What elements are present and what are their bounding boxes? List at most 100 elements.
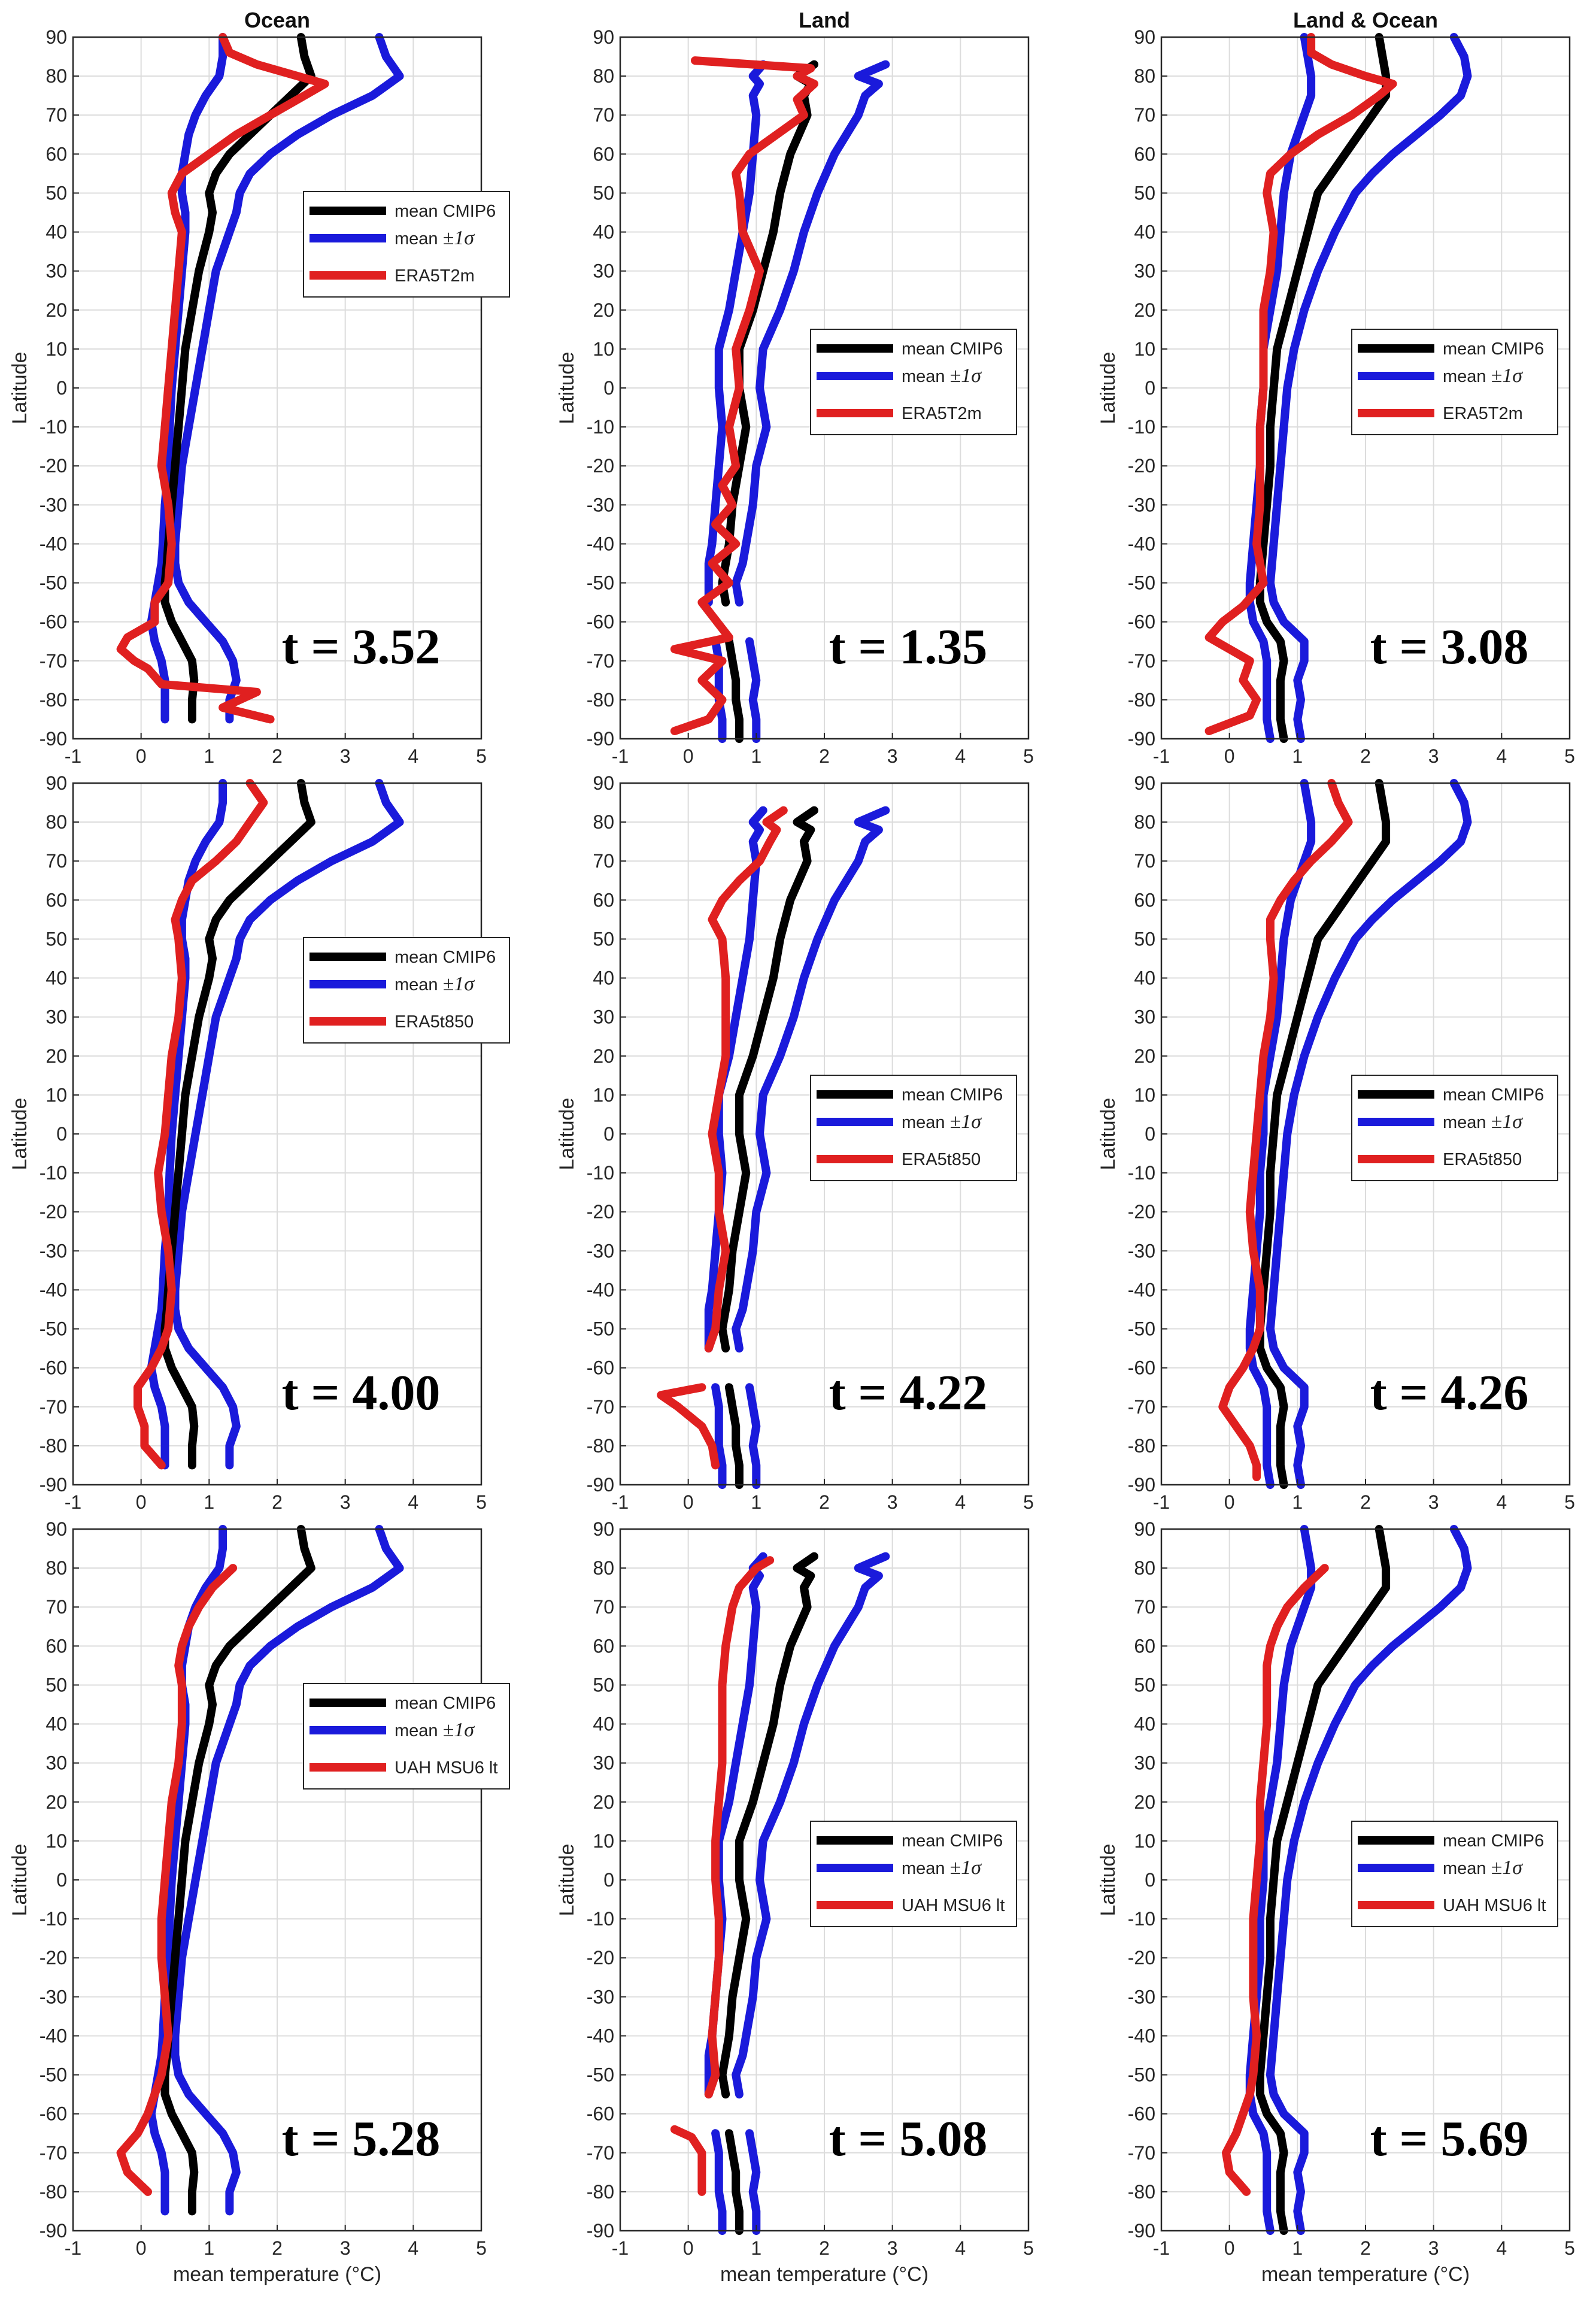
x-tick-label: 0 [683, 1491, 694, 1513]
y-tick-label: -10 [40, 416, 67, 438]
y-tick-label: 50 [1134, 1674, 1155, 1696]
y-tick-label: 80 [45, 65, 67, 87]
y-tick-label: -80 [40, 1435, 67, 1457]
y-tick-label: -10 [587, 1162, 614, 1184]
x-tick-label: 5 [476, 1491, 487, 1513]
y-tick-label: 60 [1134, 1635, 1155, 1657]
x-tick-label: 2 [272, 2237, 283, 2259]
legend-label-obs: ERA5T2m [902, 404, 982, 423]
y-tick-label: 40 [593, 222, 614, 243]
y-tick-label: 30 [593, 1752, 614, 1774]
legend-label-sigma: mean ±1σ [395, 973, 475, 995]
y-tick-label: -50 [587, 572, 614, 594]
y-tick-label: -90 [587, 2220, 614, 2242]
x-tick-label: 1 [204, 745, 214, 767]
t-statistic-label: t = 3.52 [282, 619, 441, 675]
x-tick-label: 3 [887, 1491, 898, 1513]
x-tick-label: 1 [751, 1491, 761, 1513]
legend-sigma-symbol: ±1σ [950, 1857, 982, 1879]
y-tick-label: 50 [593, 1674, 614, 1696]
y-tick-label: 70 [1134, 104, 1155, 126]
legend-sigma-symbol: ±1σ [443, 1719, 475, 1741]
y-tick-label: -40 [587, 533, 614, 554]
legend-label-sigma: mean ±1σ [902, 1111, 982, 1133]
legend-label-mean: mean CMIP6 [395, 1694, 496, 1713]
series-group [116, 1525, 404, 2216]
y-tick-label: -80 [587, 689, 614, 711]
legend-label-mean: mean CMIP6 [902, 339, 1003, 359]
series-mean-cmip6 [1255, 33, 1391, 743]
y-tick-label: 20 [45, 299, 67, 321]
y-tick-label: 20 [593, 1045, 614, 1067]
legend-sigma-prefix: mean [902, 367, 950, 386]
y-tick-label: -50 [1128, 572, 1155, 594]
y-axis-label: Latitude [8, 352, 31, 424]
x-tick-label: 3 [340, 745, 351, 767]
t-statistic-label: t = 4.22 [829, 1365, 988, 1421]
y-tick-label: -20 [40, 455, 67, 477]
series-observation [116, 1564, 238, 2196]
y-axis-label: Latitude [556, 352, 578, 424]
column-title: Land & Ocean [1293, 8, 1438, 32]
series-plus-1sigma [1266, 33, 1472, 743]
y-tick-label: 10 [593, 1084, 614, 1106]
series-plus-1sigma [1266, 779, 1472, 1489]
series-mean-cmip6 [160, 779, 315, 1470]
y-tick-label: -50 [1128, 2064, 1155, 2086]
y-tick-label: 90 [45, 772, 67, 794]
x-tick-label: 0 [1224, 2237, 1235, 2259]
y-tick-label: 50 [1134, 182, 1155, 204]
y-tick-label: 10 [593, 1830, 614, 1852]
y-tick-label: -60 [1128, 2103, 1155, 2125]
y-tick-label: 60 [1134, 143, 1155, 165]
series-plus-1sigma [732, 806, 890, 1489]
x-tick-label: 5 [476, 745, 487, 767]
y-tick-label: -40 [40, 533, 67, 554]
y-tick-label: 10 [45, 1084, 67, 1106]
t-statistic-label: t = 3.08 [1370, 619, 1529, 675]
y-tick-label: -90 [1128, 2220, 1155, 2242]
y-tick-label: -30 [40, 494, 67, 515]
y-tick-label: -40 [40, 1279, 67, 1300]
y-tick-label: 0 [56, 377, 67, 399]
series-plus-1sigma [171, 1525, 404, 2216]
legend: mean CMIP6 mean ±1σ ERA5t850 [1351, 1075, 1558, 1181]
legend-label-sigma: mean ±1σ [902, 1857, 982, 1879]
legend-sigma-prefix: mean [902, 1859, 950, 1878]
y-tick-label: -70 [1128, 1396, 1155, 1418]
y-tick-label: -30 [587, 1240, 614, 1261]
legend-sigma-symbol: ±1σ [443, 973, 475, 995]
y-tick-label: -60 [40, 2103, 67, 2125]
y-tick-label: 70 [45, 850, 67, 872]
series-observation [657, 806, 788, 1470]
x-tick-label: 2 [1360, 745, 1371, 767]
legend: mean CMIP6 mean ±1σ ERA5t850 [810, 1075, 1017, 1181]
x-tick-label: 2 [272, 1491, 283, 1513]
series-group [1218, 779, 1472, 1489]
y-tick-label: -90 [40, 728, 67, 750]
y-tick-label: 90 [593, 26, 614, 48]
x-tick-label: 0 [136, 745, 147, 767]
x-tick-label: 5 [1564, 1491, 1575, 1513]
y-axis-label: Latitude [556, 1844, 578, 1916]
y-tick-label: -70 [587, 2142, 614, 2164]
y-tick-label: -40 [1128, 1279, 1155, 1300]
legend: mean CMIP6 mean ±1σ UAH MSU6 lt [810, 1821, 1017, 1927]
y-tick-label: -80 [1128, 2181, 1155, 2203]
legend-label-obs: ERA5T2m [1443, 404, 1523, 423]
legend-sigma-prefix: mean [395, 229, 443, 248]
y-tick-label: 0 [1145, 377, 1155, 399]
y-tick-label: 0 [1145, 1123, 1155, 1145]
y-tick-label: 30 [1134, 260, 1155, 282]
series-minus-1sigma [1245, 1525, 1316, 2235]
t-statistic-label: t = 1.35 [829, 619, 988, 675]
x-tick-label: 5 [1023, 2237, 1034, 2259]
x-tick-label: 4 [1496, 2237, 1507, 2259]
column-title: Ocean [244, 8, 310, 32]
y-tick-label: 50 [45, 1674, 67, 1696]
x-tick-label: 2 [819, 1491, 830, 1513]
legend-label-obs: UAH MSU6 lt [1443, 1896, 1546, 1915]
y-tick-label: -10 [40, 1908, 67, 1930]
y-tick-label: -40 [587, 1279, 614, 1300]
x-tick-label: 4 [1496, 1491, 1507, 1513]
